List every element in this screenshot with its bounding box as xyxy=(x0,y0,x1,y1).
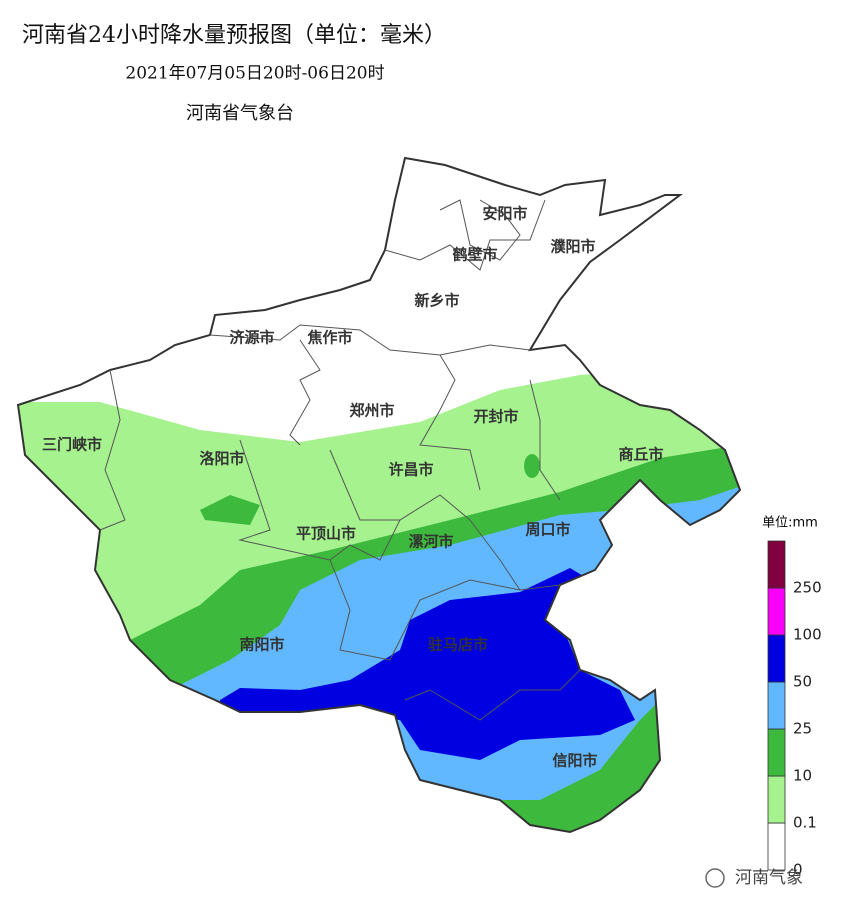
legend-tick-label: 25 xyxy=(793,720,812,738)
city-borders xyxy=(99,199,581,721)
city-label: 平顶山市 xyxy=(296,525,356,543)
watermark: 河南气象 xyxy=(705,868,803,888)
city-label: 郑州市 xyxy=(349,402,394,420)
legend-tick-label: 250 xyxy=(793,579,822,597)
city-label: 商丘市 xyxy=(618,446,663,464)
city-label: 周口市 xyxy=(525,521,570,539)
rainfall-field xyxy=(18,158,740,832)
city-label: 焦作市 xyxy=(306,329,352,347)
legend-swatch xyxy=(767,728,786,777)
city-label: 新乡市 xyxy=(414,292,459,310)
legend-tick-label: 10 xyxy=(793,767,812,785)
legend: 单位:mm 0 0.1 10 25 50 100 250 xyxy=(762,516,822,879)
city-label: 南阳市 xyxy=(239,636,284,654)
legend-swatch xyxy=(767,681,786,730)
city-label: 济源市 xyxy=(229,329,274,347)
legend-swatch xyxy=(767,540,786,589)
legend-title: 单位:mm xyxy=(762,516,818,531)
legend-tick-label: 0.1 xyxy=(793,814,817,832)
legend-swatch xyxy=(767,775,786,824)
legend-tick-label: 50 xyxy=(793,673,812,691)
city-label: 濮阳市 xyxy=(550,238,595,256)
city-label: 漯河市 xyxy=(408,533,453,551)
band-white xyxy=(18,158,740,442)
patch-green xyxy=(200,495,260,525)
city-label: 信阳市 xyxy=(552,752,597,770)
legend-tick-label: 0 xyxy=(793,861,803,879)
city-label: 驻马店市 xyxy=(428,636,488,654)
map-issuer: 河南省气象台 xyxy=(186,103,294,124)
watermark-icon xyxy=(705,868,725,888)
city-label: 三门峡市 xyxy=(42,436,102,454)
city-label: 安阳市 xyxy=(482,205,527,223)
city-label: 许昌市 xyxy=(388,461,433,479)
watermark-text: 河南气象 xyxy=(735,868,803,888)
legend-swatch xyxy=(767,634,786,683)
map-title: 河南省24小时降水量预报图（单位：毫米） xyxy=(22,23,446,48)
legend-tick-label: 100 xyxy=(793,626,822,644)
patch-green xyxy=(524,454,540,478)
city-label: 洛阳市 xyxy=(199,450,244,468)
city-label: 开封市 xyxy=(473,408,518,426)
legend-swatch xyxy=(767,587,786,636)
map-period: 2021年07月05日20时-06日20时 xyxy=(125,64,384,84)
legend-swatch xyxy=(767,822,786,871)
city-label: 鹤壁市 xyxy=(452,246,497,264)
